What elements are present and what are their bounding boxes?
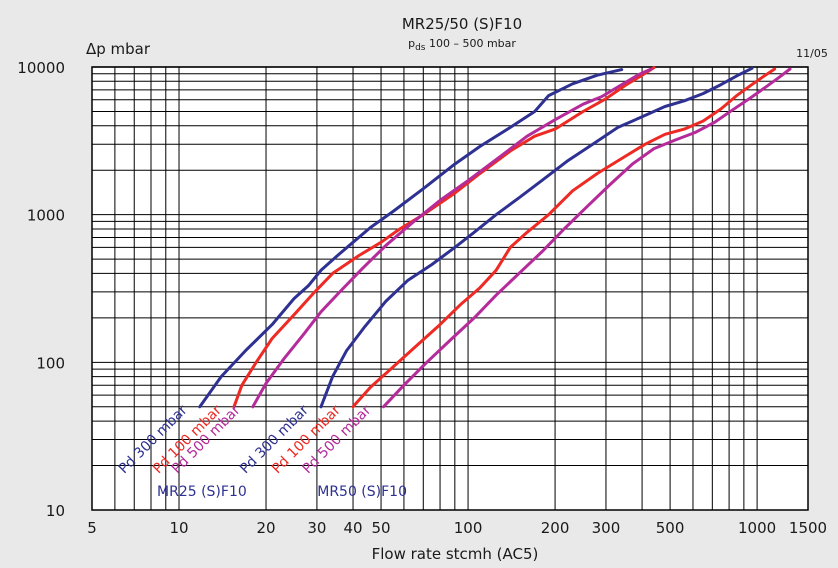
x-tick-label: 5 <box>87 519 97 537</box>
x-tick-label: 40 <box>343 519 362 537</box>
x-tick-label: 1000 <box>738 519 776 537</box>
series-line-1 <box>198 68 624 409</box>
plot-area <box>92 67 808 510</box>
y-tick-label: 10 <box>46 502 65 520</box>
x-tick-label: 200 <box>541 519 570 537</box>
y-tick-label: 10000 <box>17 59 65 77</box>
plot-frame <box>91 66 809 511</box>
x-tick-label: 10 <box>169 519 188 537</box>
series-line-3 <box>251 67 653 409</box>
y-axis-label: Δp mbar <box>86 40 151 58</box>
x-axis-label: Flow rate stcmh (AC5) <box>372 545 539 563</box>
x-tick-label: 300 <box>592 519 621 537</box>
grid <box>91 66 808 511</box>
chart-subtitle: pds 100 – 500 mbar <box>408 37 516 53</box>
y-tick-label: 100 <box>36 354 65 372</box>
x-tick-label: 50 <box>371 519 390 537</box>
x-tick-label: 20 <box>256 519 275 537</box>
group-label-1: MR25 (S)F10 <box>157 484 247 500</box>
group-label-2: MR50 (S)F10 <box>317 484 407 500</box>
y-tick-label: 1000 <box>27 207 65 225</box>
axes: 5 10 20 30 40 50 100 200 300 500 1000 1500 10 100 1000… <box>17 59 827 537</box>
series-line-5 <box>351 67 777 409</box>
x-tick-label: 500 <box>656 519 685 537</box>
chart-title: MR25/50 (S)F10 <box>402 15 522 33</box>
x-tick-label: 30 <box>307 519 326 537</box>
series-line-6 <box>382 67 792 409</box>
x-tick-label: 1500 <box>789 519 827 537</box>
date-code: 11/05 <box>796 47 828 60</box>
subtitle-sub: ds <box>415 43 426 53</box>
series-lines <box>198 66 792 409</box>
x-tick-label: 100 <box>454 519 483 537</box>
subtitle-main: p <box>408 37 415 50</box>
series-line-4 <box>319 66 754 409</box>
subtitle-rest: 100 – 500 mbar <box>425 37 516 50</box>
